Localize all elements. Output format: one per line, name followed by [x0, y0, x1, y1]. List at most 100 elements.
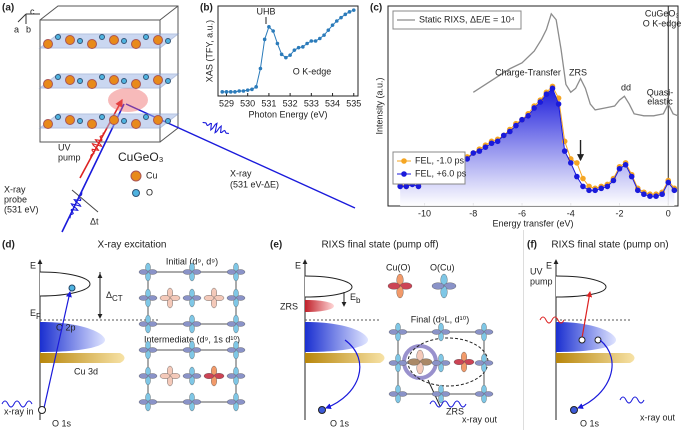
- legend-box: [392, 151, 466, 185]
- panel-title: RIXS final state (pump on): [551, 240, 668, 251]
- data-point: [574, 173, 580, 180]
- o-atom: [99, 114, 105, 120]
- cu-atom: [43, 39, 53, 49]
- series-line: [472, 12, 679, 117]
- x-tick-label: 534: [325, 98, 340, 108]
- data-point: [610, 177, 617, 184]
- core-hole: [38, 406, 46, 414]
- data-point: [326, 28, 331, 32]
- o-atom: [55, 114, 61, 120]
- core-level: [318, 406, 326, 414]
- orbital-lobe: [138, 269, 149, 275]
- upper-band: [555, 275, 607, 298]
- x-tick-label: 532: [283, 98, 298, 108]
- y-axis-label: Intensity (a.u.): [374, 77, 384, 134]
- o-atom: [143, 34, 149, 40]
- data-point: [288, 53, 292, 57]
- probe-label: (531 eV): [4, 204, 39, 214]
- o-atom: [165, 118, 171, 124]
- o-atom: [99, 74, 105, 80]
- fermi-sub: F: [36, 312, 41, 321]
- state-label: Initial (d⁹, d⁹): [166, 256, 218, 266]
- orbital-lobe: [182, 373, 193, 379]
- orbital-label: O(Cu): [430, 262, 455, 272]
- panel-f: (f) RIXS final state (pump on) E UV pump…: [523, 230, 676, 430]
- data-point: [659, 191, 665, 198]
- core-label: O 1s: [580, 418, 600, 428]
- data-point: [653, 193, 659, 199]
- upper-band: [304, 275, 353, 298]
- pump-label: pump: [58, 152, 81, 162]
- cu-atom: [153, 115, 163, 125]
- orbital-lobe: [226, 295, 237, 301]
- data-point: [403, 183, 410, 190]
- data-point: [284, 55, 288, 60]
- x-axis-label: Photon Energy (eV): [248, 109, 327, 119]
- divider: [523, 230, 524, 430]
- orbital-lobe: [474, 360, 485, 366]
- data-point: [513, 122, 519, 129]
- panel-label: (b): [200, 3, 213, 14]
- orbital-lobe: [226, 321, 237, 327]
- x-tick-label: -8: [469, 208, 477, 218]
- beam-spot: [108, 88, 148, 112]
- x-tick-label: 533: [304, 98, 319, 108]
- cu-legend-dot: [130, 170, 142, 182]
- data-point: [647, 193, 653, 199]
- data-point: [549, 85, 556, 92]
- data-point: [604, 183, 611, 190]
- zrs-label: ZRS: [280, 301, 298, 311]
- data-point: [415, 183, 422, 190]
- data-point: [586, 187, 592, 194]
- probe-packet: [69, 192, 83, 219]
- data-point: [275, 41, 280, 46]
- decay-arrow: [577, 339, 613, 409]
- cu-atom: [87, 39, 97, 49]
- x-tick-label: -10: [418, 208, 431, 218]
- axis-arrow: [17, 13, 27, 23]
- pump-wave: [539, 316, 565, 324]
- data-point: [351, 8, 356, 12]
- series-line: [222, 9, 354, 93]
- data-point: [228, 90, 233, 94]
- fermi-symbol: E: [30, 308, 36, 318]
- o-atom: [165, 38, 171, 44]
- cu3d-band: [556, 353, 635, 363]
- data-point: [267, 25, 271, 29]
- data-point: [494, 138, 501, 145]
- excited-electron: [68, 284, 76, 292]
- data-point: [616, 165, 623, 172]
- compound-label: CuGeO₃: [118, 150, 164, 164]
- x-tick-label: 531: [261, 98, 276, 108]
- cu3d-band: [305, 353, 385, 363]
- data-point: [258, 66, 263, 71]
- data-point: [301, 45, 305, 49]
- cu-atom: [153, 75, 163, 85]
- annotation: Quasi-: [647, 87, 674, 97]
- annotation: CuGeO₃: [645, 8, 680, 18]
- orbital-lobe: [431, 282, 445, 290]
- orbital-lobe: [431, 360, 442, 366]
- upper-band: [39, 271, 91, 297]
- chart: (b) 529 530 531 532 533 534 535 Photon Energy (e…: [200, 3, 361, 120]
- zrs-label: ZRS: [446, 406, 464, 416]
- legend-label: FEL, -1.0 ps: [415, 155, 465, 165]
- x-axis-label: Energy transfer (eV): [492, 218, 573, 228]
- data-point: [343, 12, 348, 17]
- legend-box: [392, 10, 522, 30]
- cu-atom: [109, 35, 119, 45]
- orbital-lobe: [431, 329, 442, 335]
- data-point: [543, 91, 550, 98]
- legend-swatch: [401, 171, 407, 177]
- orbital-lobe: [203, 295, 215, 301]
- data-point: [634, 187, 641, 194]
- orbital-lobe: [138, 399, 149, 405]
- binding-sub: b: [356, 296, 361, 305]
- panel-label: (f): [527, 240, 537, 251]
- data-point: [347, 10, 352, 14]
- orbital-lobe: [182, 321, 193, 327]
- orbital-lobe: [474, 329, 485, 335]
- o-atom: [99, 34, 105, 40]
- o2p-band: [305, 322, 368, 352]
- data-point: [592, 187, 598, 194]
